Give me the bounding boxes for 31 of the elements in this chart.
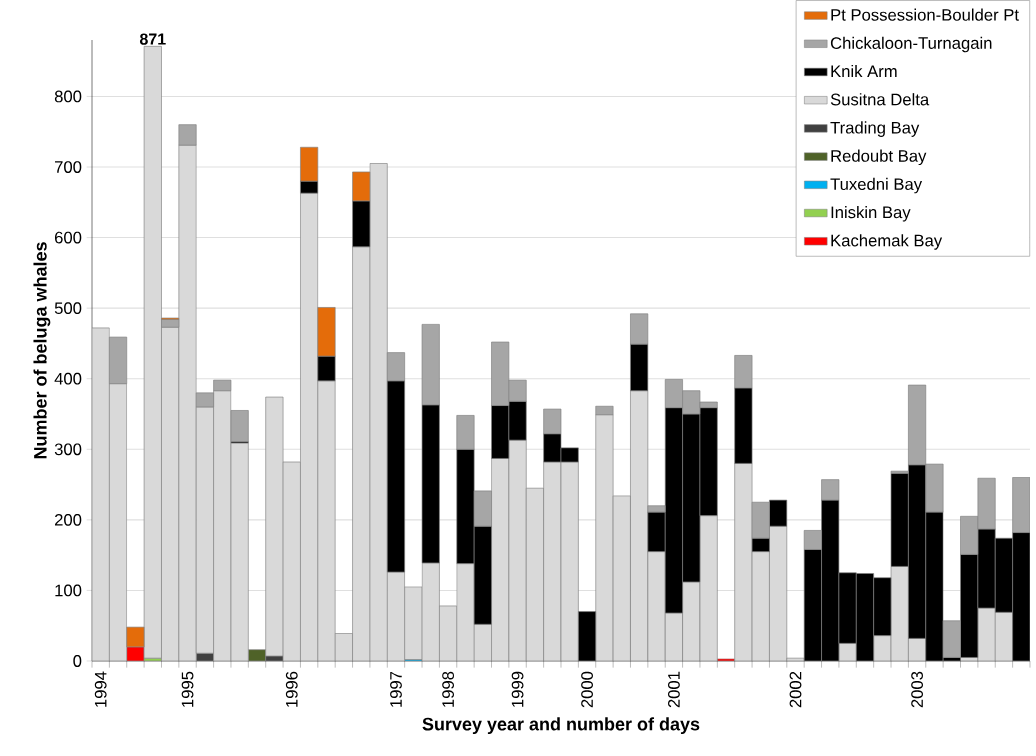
legend-label: Chickaloon-Turnagain [830, 36, 992, 53]
x-tick-label: 1995 [181, 671, 194, 707]
x-tick-label: 2003 [911, 671, 923, 708]
y-tick-label: 0 [73, 655, 82, 667]
legend-label: Tuxedni Bay [830, 177, 923, 194]
legend-label: Kachemak Bay [831, 234, 943, 250]
y-tick-label: 700 [55, 161, 82, 173]
legend-label: Knik Arm [831, 64, 897, 78]
y-tick-label: 200 [54, 513, 82, 526]
y-axis-title: Number of beluga whales [33, 242, 51, 459]
x-tick-label: 1997 [390, 671, 402, 707]
y-tick-label: 400 [54, 372, 82, 385]
x-tick-label: 1998 [442, 671, 454, 707]
legend-label: Redoubt Bay [831, 149, 927, 166]
legend-label: Trading Bay [830, 121, 920, 137]
x-axis-title: Survey year and number of days [422, 717, 700, 735]
x-tick-label: 1994 [94, 671, 107, 707]
y-tick-label: 600 [54, 231, 82, 244]
x-tick-label: 1996 [285, 671, 298, 707]
y-tick-label: 800 [54, 90, 82, 103]
legend-label: Pt Possession-Boulder Pt [831, 8, 1019, 21]
x-tick-label: 2001 [668, 671, 680, 708]
y-tick-label: 100 [55, 584, 82, 597]
x-tick-label: 2002 [789, 671, 802, 708]
legend-label: Susitna Delta [830, 93, 930, 106]
y-tick-label: 300 [54, 443, 82, 456]
x-tick-label: 2000 [581, 671, 593, 708]
y-tick-label: 500 [54, 302, 82, 315]
x-tick-label: 1999 [511, 671, 524, 707]
total-label: 871 [139, 33, 166, 45]
legend-label: Iniskin Bay [831, 205, 911, 222]
